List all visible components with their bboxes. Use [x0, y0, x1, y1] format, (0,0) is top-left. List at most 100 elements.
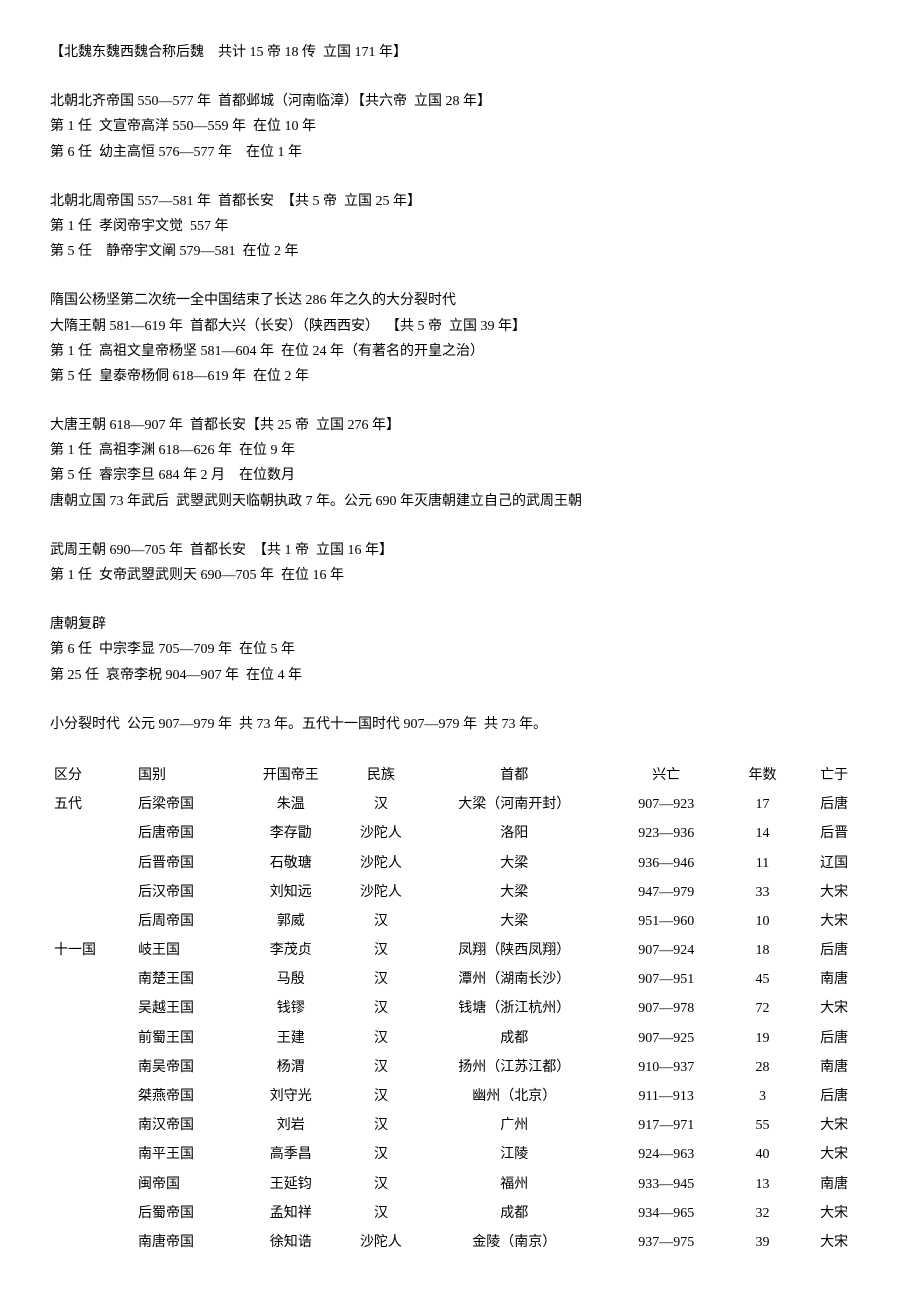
table-cell: 凤翔（陕西凤翔） — [423, 936, 606, 965]
table-cell: 934—965 — [606, 1199, 727, 1228]
table-cell: 沙陀人 — [339, 878, 423, 907]
text-section: 隋国公杨坚第二次统一全中国结束了长达 286 年之久的大分裂时代大隋王朝 581… — [50, 288, 870, 389]
table-cell: 11 — [727, 849, 799, 878]
text-line: 第 6 任 幼主高恒 576—577 年 在位 1 年 — [50, 140, 870, 165]
table-cell: 汉 — [339, 1053, 423, 1082]
table-cell: 40 — [727, 1140, 799, 1169]
text-line: 大唐王朝 618—907 年 首都长安【共 25 帝 立国 276 年】 — [50, 413, 870, 438]
text-line: 【北魏东魏西魏合称后魏 共计 15 帝 18 传 立国 171 年】 — [50, 40, 870, 65]
table-row: 南吴帝国杨渭汉扬州（江苏江都）910—93728南唐 — [50, 1053, 870, 1082]
table-cell: 72 — [727, 994, 799, 1023]
table-row: 桀燕帝国刘守光汉幽州（北京）911—9133后唐 — [50, 1082, 870, 1111]
text-line: 第 1 任 女帝武曌武则天 690—705 年 在位 16 年 — [50, 563, 870, 588]
table-cell: 大宋 — [798, 1228, 870, 1257]
table-cell: 辽国 — [798, 849, 870, 878]
text-line: 第 5 任 睿宗李旦 684 年 2 月 在位数月 — [50, 463, 870, 488]
table-cell: 14 — [727, 819, 799, 848]
table-cell: 石敬瑭 — [243, 849, 339, 878]
text-section: 【北魏东魏西魏合称后魏 共计 15 帝 18 传 立国 171 年】 — [50, 40, 870, 65]
text-line: 小分裂时代 公元 907—979 年 共 73 年。五代十一国时代 907—97… — [50, 712, 870, 737]
table-header-cell: 兴亡 — [606, 761, 727, 790]
table-cell: 南唐 — [798, 965, 870, 994]
text-line: 大隋王朝 581—619 年 首都大兴（长安）（陕西西安） 【共 5 帝 立国 … — [50, 314, 870, 339]
table-cell: 扬州（江苏江都） — [423, 1053, 606, 1082]
table-cell: 大梁 — [423, 849, 606, 878]
table-header-cell: 民族 — [339, 761, 423, 790]
table-cell: 马殷 — [243, 965, 339, 994]
table-cell — [50, 849, 134, 878]
table-cell: 55 — [727, 1111, 799, 1140]
text-line: 唐朝复辟 — [50, 612, 870, 637]
table-cell: 李存勖 — [243, 819, 339, 848]
table-cell: 大宋 — [798, 1199, 870, 1228]
table-cell: 徐知诰 — [243, 1228, 339, 1257]
table-cell — [50, 878, 134, 907]
table-cell: 后唐 — [798, 1024, 870, 1053]
table-cell: 金陵（南京） — [423, 1228, 606, 1257]
table-row: 五代后梁帝国朱温汉大梁（河南开封）907—92317后唐 — [50, 790, 870, 819]
text-line: 北朝北周帝国 557—581 年 首都长安 【共 5 帝 立国 25 年】 — [50, 189, 870, 214]
table-cell: 桀燕帝国 — [134, 1082, 243, 1111]
table-cell: 五代 — [50, 790, 134, 819]
table-header-row: 区分国别开国帝王民族首都兴亡年数亡于 — [50, 761, 870, 790]
table-row: 十一国岐王国李茂贞汉凤翔（陕西凤翔）907—92418后唐 — [50, 936, 870, 965]
text-section: 武周王朝 690—705 年 首都长安 【共 1 帝 立国 16 年】第 1 任… — [50, 538, 870, 588]
table-cell: 大宋 — [798, 994, 870, 1023]
table-cell: 923—936 — [606, 819, 727, 848]
table-cell — [50, 1228, 134, 1257]
table-header-cell: 亡于 — [798, 761, 870, 790]
table-cell — [50, 1111, 134, 1140]
table-cell: 917—971 — [606, 1111, 727, 1140]
table-cell: 907—924 — [606, 936, 727, 965]
table-cell: 成都 — [423, 1024, 606, 1053]
table-cell: 大宋 — [798, 907, 870, 936]
table-cell: 后蜀帝国 — [134, 1199, 243, 1228]
table-cell: 南平王国 — [134, 1140, 243, 1169]
table-cell: 19 — [727, 1024, 799, 1053]
table-cell: 福州 — [423, 1170, 606, 1199]
table-cell: 907—978 — [606, 994, 727, 1023]
text-line: 第 1 任 孝闵帝宇文觉 557 年 — [50, 214, 870, 239]
table-cell: 32 — [727, 1199, 799, 1228]
table-cell: 闽帝国 — [134, 1170, 243, 1199]
table-cell: 广州 — [423, 1111, 606, 1140]
table-cell: 907—951 — [606, 965, 727, 994]
table-cell: 汉 — [339, 1199, 423, 1228]
table-row: 南唐帝国徐知诰沙陀人金陵（南京）937—97539大宋 — [50, 1228, 870, 1257]
text-section: 小分裂时代 公元 907—979 年 共 73 年。五代十一国时代 907—97… — [50, 712, 870, 737]
table-cell: 南唐 — [798, 1053, 870, 1082]
text-line: 第 1 任 文宣帝高洋 550—559 年 在位 10 年 — [50, 114, 870, 139]
table-header-cell: 年数 — [727, 761, 799, 790]
text-line: 隋国公杨坚第二次统一全中国结束了长达 286 年之久的大分裂时代 — [50, 288, 870, 313]
table-cell — [50, 1199, 134, 1228]
table-cell: 28 — [727, 1053, 799, 1082]
table-cell: 郭威 — [243, 907, 339, 936]
table-cell: 汉 — [339, 1140, 423, 1169]
table-row: 南楚王国马殷汉潭州（湖南长沙）907—95145南唐 — [50, 965, 870, 994]
table-cell: 汉 — [339, 907, 423, 936]
table-cell: 后晋帝国 — [134, 849, 243, 878]
table-row: 南平王国高季昌汉江陵924—96340大宋 — [50, 1140, 870, 1169]
table-cell — [50, 1140, 134, 1169]
text-line: 第 5 任 静帝宇文阐 579—581 在位 2 年 — [50, 239, 870, 264]
table-cell — [50, 1170, 134, 1199]
text-line: 第 1 任 高祖文皇帝杨坚 581—604 年 在位 24 年（有著名的开皇之治… — [50, 339, 870, 364]
table-cell — [50, 907, 134, 936]
text-line: 第 5 任 皇泰帝杨侗 618—619 年 在位 2 年 — [50, 364, 870, 389]
table-cell: 17 — [727, 790, 799, 819]
table-cell: 汉 — [339, 1082, 423, 1111]
table-row: 前蜀王国王建汉成都907—92519后唐 — [50, 1024, 870, 1053]
table-row: 后蜀帝国孟知祥汉成都934—96532大宋 — [50, 1199, 870, 1228]
text-line: 北朝北齐帝国 550—577 年 首都邺城（河南临漳）【共六帝 立国 28 年】 — [50, 89, 870, 114]
text-section: 大唐王朝 618—907 年 首都长安【共 25 帝 立国 276 年】第 1 … — [50, 413, 870, 514]
table-header-cell: 区分 — [50, 761, 134, 790]
table-cell: 汉 — [339, 1024, 423, 1053]
table-cell: 后唐 — [798, 1082, 870, 1111]
table-cell: 刘岩 — [243, 1111, 339, 1140]
table-cell: 南楚王国 — [134, 965, 243, 994]
table-cell: 洛阳 — [423, 819, 606, 848]
dynasty-table: 区分国别开国帝王民族首都兴亡年数亡于 五代后梁帝国朱温汉大梁（河南开封）907—… — [50, 761, 870, 1257]
table-cell: 933—945 — [606, 1170, 727, 1199]
table-row: 后唐帝国李存勖沙陀人洛阳923—93614后晋 — [50, 819, 870, 848]
text-line: 第 1 任 高祖李渊 618—626 年 在位 9 年 — [50, 438, 870, 463]
